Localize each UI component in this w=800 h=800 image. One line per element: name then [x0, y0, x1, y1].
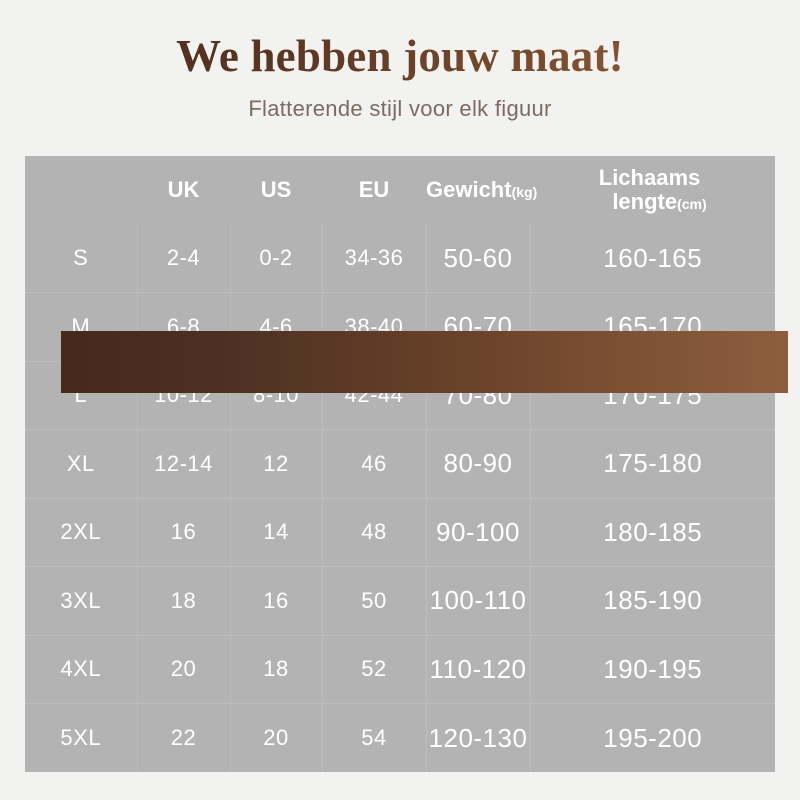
column-header-size [25, 156, 137, 224]
cell-weight: 80-90 [426, 429, 531, 499]
cell-eu: 34-36 [322, 224, 427, 293]
cell-size: M [25, 292, 138, 362]
cell-size: 5XL [25, 703, 138, 772]
cell-size: 3XL [25, 566, 138, 636]
page-subtitle: Flatterende stijl voor elk figuur [248, 95, 552, 121]
table-row: XL 12-14 12 46 80-90 175-180 [25, 429, 775, 499]
cell-size: XL [25, 429, 138, 499]
column-header-weight-label: Gewicht [426, 177, 512, 203]
cell-uk: 6-8 [137, 292, 231, 362]
cell-weight: 60-70 [426, 292, 531, 362]
cell-us: 12 [230, 429, 323, 499]
table-header: UK US EU Gewicht(kg) Lichaams lengt [25, 156, 775, 224]
cell-eu: 50 [322, 566, 427, 636]
size-table-container: UK US EU Gewicht(kg) Lichaams lengt [25, 156, 788, 772]
cell-uk: 20 [137, 635, 231, 704]
column-header-weight-unit: (kg) [511, 184, 538, 201]
cell-height: 180-185 [530, 498, 775, 567]
column-header-height: Lichaams lengte(cm) [530, 156, 775, 224]
cell-eu: 54 [322, 703, 427, 772]
cell-us: 14 [230, 498, 323, 567]
cell-us: 4-6 [230, 292, 323, 362]
cell-uk: 22 [137, 703, 231, 772]
table-row: 4XL 20 18 52 110-120 190-195 [25, 635, 775, 704]
cell-eu: 46 [322, 429, 427, 499]
cell-us: 8-10 [230, 361, 323, 430]
cell-height: 170-175 [530, 361, 775, 430]
cell-uk: 10-12 [137, 361, 231, 430]
column-header-us: US [230, 156, 322, 224]
column-header-eu: EU [322, 156, 426, 224]
cell-eu: 38-40 [322, 292, 427, 362]
column-header-height-label-line2: lengte [612, 189, 678, 214]
heading-block: We hebben jouw maat! Flatterende stijl v… [0, 0, 800, 122]
cell-height: 165-170 [530, 292, 775, 362]
page-title: We hebben jouw maat! [0, 31, 800, 82]
cell-us: 16 [230, 566, 323, 636]
cell-eu: 42-44 [322, 361, 427, 430]
cell-weight: 90-100 [426, 498, 531, 567]
column-header-uk-label: UK [167, 177, 200, 203]
cell-uk: 16 [137, 498, 231, 567]
cell-size: L [25, 361, 138, 430]
cell-eu: 48 [322, 498, 427, 567]
column-header-eu-label: EU [358, 177, 390, 203]
cell-size: S [25, 224, 138, 293]
table-row: 2XL 16 14 48 90-100 180-185 [25, 498, 775, 567]
cell-height: 185-190 [530, 566, 775, 636]
table-row: S 2-4 0-2 34-36 50-60 160-165 [25, 224, 775, 293]
column-header-height-label-line1: Lichaams [598, 165, 701, 191]
cell-height: 175-180 [530, 429, 775, 499]
cell-weight: 50-60 [426, 224, 531, 293]
column-header-weight: Gewicht(kg) [426, 156, 537, 224]
cell-weight: 120-130 [426, 703, 531, 772]
table-row: M 6-8 4-6 38-40 60-70 165-170 [25, 292, 775, 362]
cell-us: 18 [230, 635, 323, 704]
column-header-height-unit: (cm) [677, 196, 707, 212]
cell-us: 0-2 [230, 224, 323, 293]
cell-size: 4XL [25, 635, 138, 704]
cell-height: 160-165 [530, 224, 775, 293]
table-body: S 2-4 0-2 34-36 50-60 160-165 M 6-8 4-6 … [25, 224, 775, 772]
cell-weight: 110-120 [426, 635, 531, 704]
cell-eu: 52 [322, 635, 427, 704]
column-header-uk: UK [137, 156, 230, 224]
table-header-row: UK US EU Gewicht(kg) Lichaams lengt [25, 156, 775, 224]
size-table: UK US EU Gewicht(kg) Lichaams lengt [25, 156, 775, 772]
cell-height: 195-200 [603, 722, 703, 753]
table-row: L 10-12 8-10 42-44 70-80 170-175 [25, 361, 775, 430]
cell-uk: 12-14 [137, 429, 231, 499]
table-row: 5XL 22 20 54 120-130 195-200 [25, 703, 775, 772]
cell-weight: 70-80 [426, 361, 531, 430]
cell-uk: 18 [137, 566, 231, 636]
cell-size: 2XL [25, 498, 138, 567]
cell-uk: 2-4 [137, 224, 231, 293]
column-header-us-label: US [260, 177, 292, 203]
table-row: 3XL 18 16 50 100-110 185-190 [25, 566, 775, 636]
cell-height: 190-195 [530, 635, 775, 704]
cell-us: 20 [230, 703, 323, 772]
cell-weight: 100-110 [426, 566, 531, 636]
